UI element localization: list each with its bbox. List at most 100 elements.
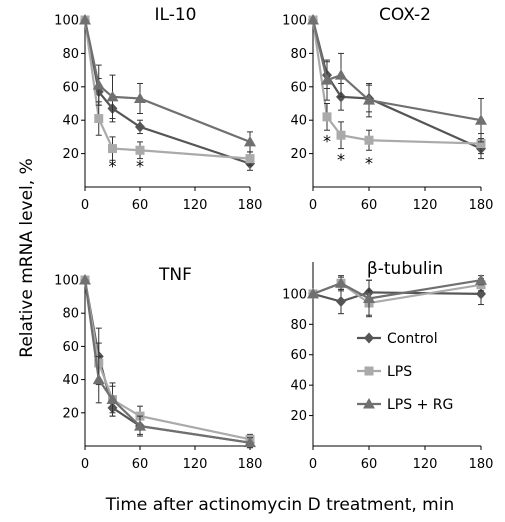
y-tick-label: 40 <box>62 373 79 388</box>
legend-marker <box>364 366 374 376</box>
data-point <box>363 292 375 303</box>
x-tick-label: 0 <box>81 198 89 213</box>
data-point <box>79 274 91 285</box>
y-tick-label: 80 <box>62 47 79 62</box>
y-tick-label: 100 <box>54 14 79 29</box>
legend-item-lps-rg: LPS + RG <box>357 397 453 413</box>
legend-item-control: Control <box>357 331 438 347</box>
legend-label: LPS <box>387 364 412 380</box>
legend-label: Control <box>387 331 438 347</box>
x-axis-title: Time after actinomycin D treatment, min <box>105 495 454 515</box>
y-tick-label: 100 <box>54 274 79 289</box>
data-point <box>244 135 256 147</box>
chart-panel-tubulin: β-tubulin 20 40 60 80 100 0 60 120 180 <box>282 259 493 472</box>
series-lps <box>308 275 486 316</box>
significance-marker: * <box>109 157 117 176</box>
series-line <box>311 19 482 145</box>
y-tick-label: 80 <box>290 47 307 62</box>
series-lps-rg <box>307 274 487 318</box>
panel-title: COX-2 <box>379 5 431 25</box>
y-tick-label: 20 <box>290 147 307 162</box>
data-point <box>335 69 347 80</box>
data-point <box>245 154 255 164</box>
significance-marker: * <box>365 153 373 172</box>
x-tick-label: 120 <box>413 198 438 213</box>
data-point <box>307 14 319 25</box>
y-tick-label: 80 <box>290 318 307 333</box>
series-line <box>312 279 482 300</box>
series-line <box>83 279 251 441</box>
x-tick-label: 120 <box>183 198 208 213</box>
x-tick-label: 180 <box>238 198 263 213</box>
data-point <box>363 94 375 105</box>
data-point <box>92 373 105 385</box>
series-lps-rg <box>307 14 487 143</box>
x-tick-label: 120 <box>413 457 438 472</box>
data-point <box>336 296 346 308</box>
chart-panel-tnf: TNF 20 40 60 80 100 0 60 120 180 <box>54 265 262 472</box>
series-line <box>311 19 482 150</box>
panel-title: IL-10 <box>155 5 197 25</box>
chart-panel-il-10: IL-10 20 40 60 80 100 0 60 120 180 * * <box>54 5 262 213</box>
legend: Control LPS LPS + RG <box>357 331 453 413</box>
legend-marker <box>364 332 374 344</box>
data-point <box>134 420 146 431</box>
x-tick-label: 60 <box>361 457 378 472</box>
legend-item-lps: LPS <box>357 364 412 380</box>
x-tick-label: 0 <box>309 198 317 213</box>
chart-panels: IL-10 20 40 60 80 100 0 60 120 180 * * COX-2 20 40 60 80… <box>54 5 493 472</box>
data-point <box>106 393 119 405</box>
data-point <box>475 274 487 285</box>
x-tick-label: 0 <box>81 457 89 472</box>
x-tick-label: 180 <box>238 457 263 472</box>
data-point <box>476 139 486 149</box>
x-tick-label: 120 <box>183 457 208 472</box>
chart-panel-cox-2: COX-2 20 40 60 80 100 0 60 120 180 * * * <box>282 5 493 213</box>
data-point <box>79 14 91 25</box>
data-point <box>135 145 145 155</box>
data-point <box>108 144 117 154</box>
series-lps-rg <box>79 14 256 153</box>
data-point <box>322 112 332 122</box>
y-tick-label: 20 <box>62 147 79 162</box>
data-point <box>307 287 319 299</box>
series-lps <box>308 15 486 155</box>
y-tick-label: 40 <box>290 379 307 394</box>
data-point <box>321 74 333 85</box>
data-point <box>94 114 104 124</box>
series-control <box>308 14 486 160</box>
x-tick-label: 60 <box>132 198 149 213</box>
legend-marker <box>363 398 375 409</box>
data-point <box>134 92 146 103</box>
series-lps <box>80 275 255 445</box>
data-point <box>336 130 346 140</box>
y-tick-label: 20 <box>290 409 307 424</box>
significance-marker: * <box>136 157 144 176</box>
y-tick-label: 60 <box>62 340 79 355</box>
series-line <box>83 279 251 444</box>
y-tick-label: 100 <box>282 14 307 29</box>
x-tick-label: 60 <box>132 457 149 472</box>
series-lps-rg <box>79 274 256 449</box>
significance-marker: * <box>337 150 345 169</box>
y-tick-label: 40 <box>62 114 79 129</box>
y-tick-label: 60 <box>62 80 79 95</box>
data-point <box>475 114 487 125</box>
x-tick-label: 180 <box>469 198 494 213</box>
x-tick-label: 180 <box>469 457 494 472</box>
y-tick-label: 60 <box>290 348 307 363</box>
x-tick-label: 60 <box>361 198 378 213</box>
y-tick-label: 40 <box>290 114 307 129</box>
significance-marker: * <box>323 132 331 151</box>
x-tick-label: 0 <box>309 457 317 472</box>
data-point <box>244 436 256 448</box>
series-line <box>83 19 251 160</box>
y-tick-label: 20 <box>62 406 79 421</box>
data-point <box>106 90 119 102</box>
data-point <box>364 135 374 145</box>
legend-label: LPS + RG <box>387 397 453 413</box>
series-line <box>83 279 251 444</box>
y-axis-title: Relative mRNA level, % <box>17 158 37 357</box>
panel-title: TNF <box>158 265 192 285</box>
